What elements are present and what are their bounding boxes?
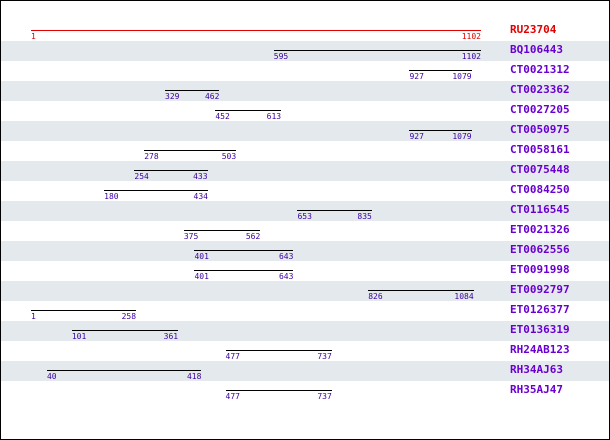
start-position: 595 <box>273 52 289 61</box>
hit-id-link[interactable]: ET0021326 <box>510 223 570 236</box>
hit-id-link[interactable]: CT0021312 <box>510 63 570 76</box>
start-position: 653 <box>297 212 312 221</box>
end-position: 643 <box>278 252 294 261</box>
hit-id-link[interactable]: ET0136319 <box>510 323 570 336</box>
hit-bar <box>225 350 332 351</box>
hit-row: 826 1084 ET0092797 <box>1 281 609 301</box>
hit-id-link[interactable]: CT0050975 <box>510 123 570 136</box>
start-position: 375 <box>183 232 199 241</box>
hit-id-link[interactable]: CT0023362 <box>510 83 570 96</box>
start-position: 40 <box>46 372 57 381</box>
hit-bar <box>225 390 332 391</box>
hit-id-link[interactable]: CT0075448 <box>510 163 570 176</box>
reference-id-link[interactable]: RU23704 <box>510 23 557 36</box>
start-position: 927 <box>409 72 424 81</box>
hit-bar <box>273 50 481 51</box>
end-position: 643 <box>278 272 294 281</box>
hit-row: 653 835 CT0116545 <box>1 201 609 221</box>
hit-row: 927 1079 CT0021312 <box>1 61 609 81</box>
hit-bar <box>194 250 294 251</box>
hit-bar <box>134 170 208 171</box>
start-position: 180 <box>104 192 119 201</box>
hit-row: 452 613 CT0027205 <box>1 101 609 121</box>
end-position: 462 <box>204 92 220 101</box>
end-position: 835 <box>357 212 372 221</box>
hit-row: 1 258 ET0126377 <box>1 301 609 321</box>
hit-bar <box>46 370 202 371</box>
hit-row: 101 361 ET0136319 <box>1 321 609 341</box>
start-position: 1 <box>31 312 36 321</box>
hit-row: 401 643 ET0091998 <box>1 261 609 281</box>
hit-row: 477 737 RH24AB123 <box>1 341 609 361</box>
hit-id-link[interactable]: ET0062556 <box>510 243 570 256</box>
end-position: 503 <box>221 152 237 161</box>
hit-row: 329 462 CT0023362 <box>1 81 609 101</box>
end-position: 1102 <box>461 52 481 61</box>
hit-bar <box>183 230 261 231</box>
hit-bar <box>194 270 294 271</box>
hit-id-link[interactable]: ET0091998 <box>510 263 570 276</box>
end-position: 434 <box>193 192 208 201</box>
hit-id-link[interactable]: RH24AB123 <box>510 343 570 356</box>
start-position: 401 <box>194 252 209 261</box>
hit-id-link[interactable]: CT0058161 <box>510 143 570 156</box>
hit-bar <box>104 190 208 191</box>
hit-bar <box>215 110 282 111</box>
hit-row: 254 433 CT0075448 <box>1 161 609 181</box>
hit-id-link[interactable]: ET0126377 <box>510 303 570 316</box>
reference-row: 1 1102 RU23704 <box>1 21 609 41</box>
start-position: 477 <box>225 392 240 401</box>
hit-bar <box>71 330 179 331</box>
start-position: 927 <box>409 132 424 141</box>
hit-id-link[interactable]: RH34AJ63 <box>510 363 563 376</box>
hit-id-link[interactable]: BQ106443 <box>510 43 563 56</box>
end-position: 258 <box>121 312 137 321</box>
start-position: 254 <box>134 172 149 181</box>
hit-bar <box>368 290 474 291</box>
hit-row: 477 737 RH35AJ47 <box>1 381 609 401</box>
hit-bar <box>144 150 237 151</box>
start-position: 452 <box>215 112 230 121</box>
start-position: 329 <box>165 92 180 101</box>
end-position: 613 <box>266 112 282 121</box>
hit-bar <box>297 210 372 211</box>
end-position: 433 <box>193 172 208 181</box>
hit-id-link[interactable]: CT0084250 <box>510 183 570 196</box>
hit-row: 40 418 RH34AJ63 <box>1 361 609 381</box>
hit-id-link[interactable]: CT0116545 <box>510 203 570 216</box>
end-position: 737 <box>317 392 332 401</box>
start-position: 101 <box>71 332 87 341</box>
end-position: 1079 <box>452 72 472 81</box>
hit-bar <box>409 130 472 131</box>
hit-row: 375 562 ET0021326 <box>1 221 609 241</box>
end-position: 418 <box>186 372 202 381</box>
hit-bar <box>165 90 220 91</box>
hit-row: 278 503 CT0058161 <box>1 141 609 161</box>
hit-row: 180 434 CT0084250 <box>1 181 609 201</box>
end-position: 562 <box>245 232 261 241</box>
hit-id-link[interactable]: RH35AJ47 <box>510 383 563 396</box>
hit-bar <box>409 70 472 71</box>
start-position: 1 <box>31 32 36 41</box>
end-position: 1084 <box>454 292 474 301</box>
hit-row: 927 1079 CT0050975 <box>1 121 609 141</box>
end-position: 1102 <box>461 32 481 41</box>
end-position: 1079 <box>452 132 472 141</box>
hit-id-link[interactable]: CT0027205 <box>510 103 570 116</box>
hit-id-link[interactable]: ET0092797 <box>510 283 570 296</box>
hit-row: 401 643 ET0062556 <box>1 241 609 261</box>
hit-row: 595 1102 BQ106443 <box>1 41 609 61</box>
start-position: 278 <box>144 152 159 161</box>
end-position: 737 <box>317 352 332 361</box>
end-position: 361 <box>163 332 179 341</box>
hit-bar <box>31 310 137 311</box>
start-position: 401 <box>194 272 209 281</box>
reference-bar <box>31 30 481 31</box>
start-position: 826 <box>368 292 383 301</box>
start-position: 477 <box>225 352 240 361</box>
